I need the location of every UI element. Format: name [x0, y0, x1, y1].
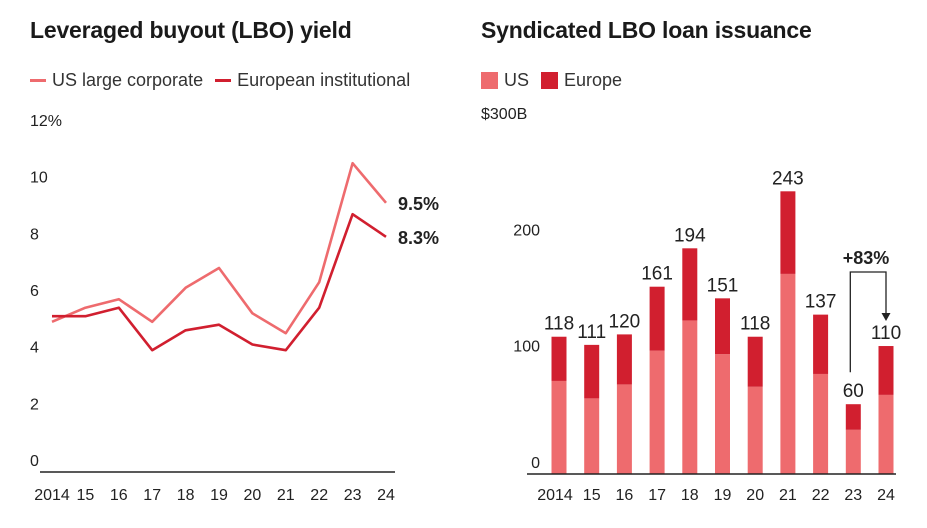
line-chart-legend: US large corporate European institutiona… [30, 70, 422, 91]
bar-europe-24 [878, 346, 894, 395]
bar-chart-x-tick: 18 [681, 487, 699, 504]
line-chart-x-tick: 21 [277, 487, 295, 504]
bar-europe-15 [584, 344, 600, 399]
line-chart-y-tick: 2 [30, 396, 39, 413]
bar-chart-x-tick: 21 [779, 487, 797, 504]
line-chart-x-tick: 24 [377, 487, 395, 504]
line-chart-x-tick: 22 [310, 487, 328, 504]
bar-total-label: 161 [641, 264, 673, 285]
line-series-european-institutional [52, 212, 387, 352]
bar-europe-17 [649, 286, 665, 351]
bar-europe-20 [747, 336, 763, 387]
bar-us-15 [584, 398, 600, 474]
bar-chart-x-tick: 17 [648, 487, 666, 504]
bar-chart-x-tick: 23 [844, 487, 862, 504]
legend-item-european-institutional: European institutional [215, 70, 410, 91]
bar-total-label: 194 [674, 225, 706, 246]
line-chart-x-tick: 16 [110, 487, 128, 504]
bar-chart-y-tick: $300B [481, 106, 527, 123]
bar-us-20 [747, 386, 763, 474]
bar-europe-2014 [551, 336, 567, 381]
legend-swatch-europe-bar [541, 72, 559, 89]
bar-total-label: 110 [871, 323, 901, 344]
bar-europe-22 [813, 314, 829, 374]
bar-total-label: 120 [609, 311, 641, 332]
legend-swatch-us [30, 79, 46, 82]
growth-annotation-arrowhead [881, 313, 891, 321]
line-chart-x-tick: 2014 [34, 487, 70, 504]
line-chart-y-tick: 0 [30, 453, 39, 470]
line-chart-x-tick: 18 [177, 487, 195, 504]
bar-total-label: 137 [805, 292, 837, 313]
bar-chart-x-tick: 15 [583, 487, 601, 504]
legend-label-us-large-corporate: US large corporate [52, 70, 204, 90]
line-chart-x-tick: 19 [210, 487, 228, 504]
bar-us-23 [845, 429, 861, 474]
line-chart-y-tick: 12% [30, 113, 62, 130]
legend-label-european-institutional: European institutional [237, 70, 411, 90]
bar-chart-x-tick: 19 [714, 487, 732, 504]
line-chart-y-tick: 4 [30, 340, 39, 357]
bar-us-16 [616, 384, 632, 474]
bar-chart-y-tick: 100 [513, 339, 540, 356]
line-end-label-europe: 8.3% [398, 228, 439, 248]
line-end-label-us: 9.5% [398, 194, 439, 214]
legend-item-us: US [481, 70, 529, 91]
line-chart-x-tick: 17 [143, 487, 161, 504]
bar-chart-y-tick: 200 [513, 222, 540, 239]
bar-total-label: 60 [843, 381, 864, 402]
bar-europe-19 [715, 298, 730, 355]
bar-total-label: 118 [740, 314, 770, 335]
line-chart-y-tick: 6 [30, 283, 39, 300]
bar-us-18 [682, 320, 698, 474]
bar-europe-21 [780, 191, 796, 274]
bar-europe-16 [616, 334, 632, 385]
bar-total-label: 111 [577, 322, 606, 343]
bar-us-17 [649, 350, 665, 474]
growth-annotation-connector [849, 271, 887, 373]
line-series-us-large-corporate [51, 161, 387, 335]
bar-europe-18 [682, 248, 698, 321]
line-chart-x-tick: 23 [344, 487, 362, 504]
legend-swatch-us-bar [481, 72, 498, 89]
legend-item-us-large-corporate: US large corporate [30, 70, 203, 91]
bar-total-label: 118 [544, 314, 574, 335]
bar-total-label: 243 [772, 168, 804, 189]
line-chart-y-tick: 10 [30, 170, 48, 187]
bar-europe-23 [845, 404, 861, 430]
bar-chart-x-tick: 20 [746, 487, 764, 504]
bar-us-24 [878, 394, 894, 474]
legend-item-europe: Europe [541, 70, 622, 91]
line-chart-x-tick: 15 [77, 487, 95, 504]
bar-chart-x-tick: 22 [812, 487, 830, 504]
bar-total-label: 151 [707, 275, 739, 296]
bar-chart-x-tick: 16 [616, 487, 634, 504]
bar-chart-x-tick: 2014 [537, 487, 573, 504]
line-chart-y-tick: 8 [30, 226, 39, 243]
bar-us-21 [780, 273, 796, 474]
bar-chart-title: Syndicated LBO loan issuance [481, 17, 812, 43]
bar-us-22 [813, 373, 829, 474]
line-chart-title: Leveraged buyout (LBO) yield [30, 17, 352, 43]
bar-chart-legend: US Europe [481, 70, 634, 91]
legend-swatch-europe [215, 79, 232, 82]
legend-label-europe: Europe [564, 70, 623, 90]
bar-chart-x-tick: 24 [877, 487, 895, 504]
bar-chart-y-tick: 0 [531, 455, 540, 472]
line-chart-x-tick: 20 [244, 487, 262, 504]
bar-us-19 [715, 354, 730, 474]
legend-label-us: US [504, 70, 530, 90]
growth-annotation-label: +83% [843, 248, 890, 268]
bar-us-2014 [551, 380, 567, 474]
